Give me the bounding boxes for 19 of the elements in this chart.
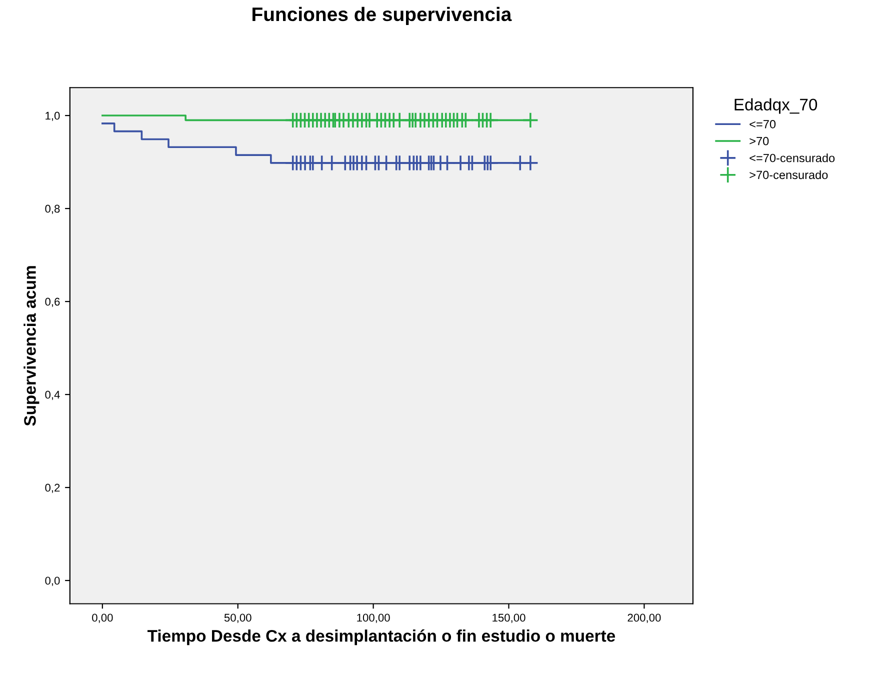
y-tick-label: 0,2 <box>45 484 60 493</box>
x-tick-label: 200,00 <box>628 614 661 623</box>
y-axis-title: Supervivencia acum <box>24 266 40 426</box>
legend-label: >70 <box>750 136 769 146</box>
legend-title: Edadqx_70 <box>734 98 818 114</box>
y-tick-label: 0,6 <box>45 298 60 307</box>
legend-label: >70-censurado <box>750 170 828 180</box>
legend-label: <=70-censurado <box>750 154 835 162</box>
x-tick-label: 100,00 <box>357 614 390 623</box>
x-axis-title: Tiempo Desde Cx a desimplantación o fin estudio o muerte <box>147 629 616 646</box>
x-tick-label: 0,00 <box>92 614 113 623</box>
y-tick-label: 0,8 <box>45 204 60 214</box>
x-tick-label: 150,00 <box>492 614 526 623</box>
chart-title: Funciones de supervivencia <box>252 6 512 25</box>
y-tick-label: 0,0 <box>45 576 60 586</box>
y-tick-label: 1,0 <box>46 112 60 121</box>
legend-label: <=70 <box>750 120 776 128</box>
y-tick-label: 0,4 <box>45 390 60 400</box>
x-tick-label: 50,00 <box>224 614 252 623</box>
